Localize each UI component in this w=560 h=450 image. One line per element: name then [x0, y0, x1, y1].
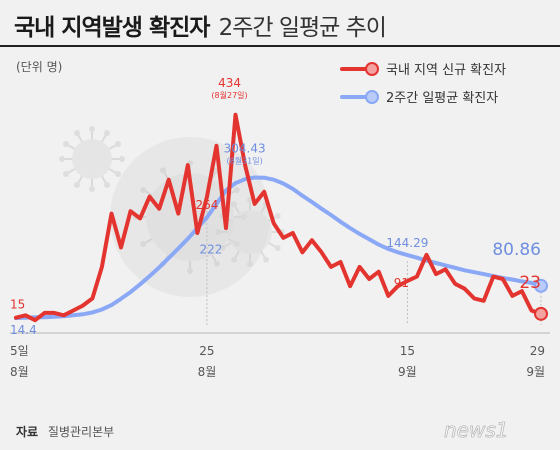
- virus-spike-tip: [231, 256, 237, 263]
- virus-spike-tip: [231, 201, 237, 208]
- data-label: 14.4: [10, 323, 37, 337]
- end-marker-daily: [534, 306, 548, 321]
- data-label: 15: [10, 298, 25, 312]
- virus-spike-tip: [215, 229, 221, 235]
- source-label: 자료: [16, 425, 39, 439]
- title-divider: [0, 45, 560, 47]
- virus-spike-tip: [89, 126, 95, 132]
- virus-spike-tip: [219, 245, 226, 251]
- virus-spike-tip: [74, 181, 80, 188]
- virus-spike-tip: [140, 241, 147, 247]
- unit-label: (단위 명): [16, 60, 62, 74]
- line-chart: 5일 8월 25 8월 15 9월 29 9월 (단위 명) 15 14.4 434(8월27일) 2…: [10, 60, 550, 379]
- logo-text: news1: [444, 418, 508, 442]
- data-label: 264: [195, 198, 218, 212]
- virus-spike-tip: [233, 187, 240, 193]
- legend-marker: [365, 62, 379, 76]
- legend-marker: [365, 90, 379, 104]
- data-label-date: (8월27일): [211, 90, 247, 100]
- data-label: 222: [199, 242, 222, 256]
- x-tick-label: 5일: [10, 344, 29, 358]
- data-label: 144.29: [386, 236, 428, 250]
- data-label: 80.86: [492, 240, 541, 260]
- virus-spike-tip: [63, 171, 70, 177]
- x-tick-label: 9월: [398, 365, 417, 379]
- title-sub: 2주간 일평균 추이: [218, 15, 387, 41]
- virus-spike-tip: [119, 156, 125, 162]
- data-label: 304.43: [224, 142, 266, 156]
- data-label: 91: [394, 276, 409, 290]
- virus-body: [72, 139, 112, 179]
- virus-spike-tip: [274, 213, 281, 219]
- end-marker-average: [534, 278, 548, 293]
- virus-spike-tip: [263, 256, 269, 263]
- virus-spike-tip: [214, 260, 220, 267]
- title-main: 국내 지역발생 확진자: [14, 15, 210, 41]
- virus-spike-tip: [247, 261, 253, 267]
- x-tick-label: 25: [199, 344, 214, 358]
- news1-logo: news1: [444, 418, 509, 443]
- virus-icon-right: [215, 197, 285, 267]
- virus-spike-tip: [274, 245, 281, 251]
- page-title: 국내 지역발생 확진자 2주간 일평균 추이: [14, 8, 387, 42]
- virus-spike-tip: [187, 268, 193, 274]
- data-label: 23: [519, 273, 541, 293]
- source-value: 질병관리본부: [47, 425, 115, 439]
- virus-spike-tip: [114, 171, 121, 177]
- x-tick-label: 8월: [10, 365, 29, 379]
- data-label-date: (8월31일): [227, 156, 263, 166]
- virus-icon-center: [133, 160, 247, 274]
- x-tick-label: 29: [530, 344, 545, 358]
- source-note: 자료 질병관리본부: [16, 423, 114, 440]
- virus-spike-tip: [104, 181, 110, 188]
- virus-spike-tip: [59, 156, 65, 162]
- series-line-daily: [14, 112, 543, 323]
- x-tick-label: 8월: [198, 365, 217, 379]
- data-label: 434: [218, 76, 241, 90]
- virus-spike-tip: [63, 141, 70, 147]
- series-line-average: [14, 175, 543, 320]
- virus-spike-tip: [74, 130, 80, 137]
- x-tick-label: 9월: [526, 365, 545, 379]
- legend-label: 2주간 일평균 확진자: [386, 91, 498, 106]
- virus-spike-tip: [114, 141, 121, 147]
- x-tick-label: 15: [400, 344, 415, 358]
- virus-spike-tip: [140, 187, 147, 193]
- virus-spike-tip: [104, 130, 110, 137]
- virus-icon-left: [59, 126, 125, 192]
- virus-spike-tip: [89, 186, 95, 192]
- virus-body: [228, 210, 272, 254]
- legend-label: 국내 지역 신규 확진자: [386, 63, 506, 78]
- virus-spike-tip: [160, 167, 166, 174]
- virus-body: [146, 173, 234, 261]
